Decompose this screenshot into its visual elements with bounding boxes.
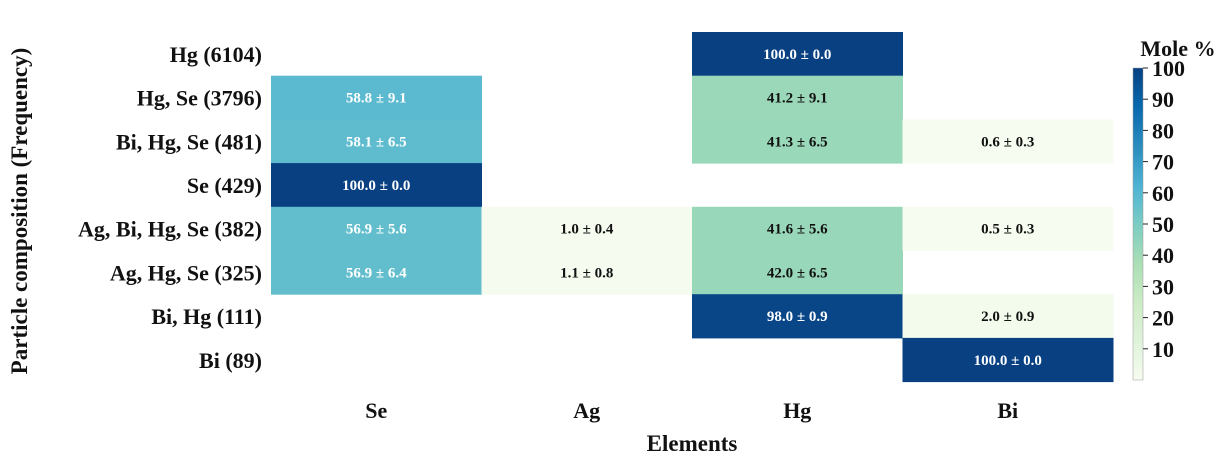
x-tick-label: Bi: [997, 398, 1018, 423]
colorbar-tick-label: 90: [1152, 87, 1174, 112]
heatmap-cell-label: 41.3 ± 6.5: [767, 134, 828, 150]
y-tick-label: Se (429): [187, 173, 262, 198]
heatmap-cell: [902, 206, 1114, 251]
heatmap-cell-label: 1.0 ± 0.4: [560, 222, 614, 238]
heatmap-cell-label: 100.0 ± 0.0: [763, 47, 831, 63]
heatmap-cell-label: 98.0 ± 0.9: [767, 309, 828, 325]
heatmap-cell: [692, 294, 903, 339]
x-axis-tick-labels: Se Ag Hg Bi: [365, 398, 1018, 423]
colorbar-tick-label: 10: [1152, 337, 1174, 362]
heatmap-cell: [692, 32, 903, 77]
colorbar-tick-label: 20: [1152, 306, 1174, 331]
heatmap-cell-label: 0.6 ± 0.3: [981, 134, 1034, 150]
heatmap-cell-label: 58.8 ± 9.1: [346, 91, 407, 107]
x-tick-label: Hg: [783, 398, 811, 423]
x-axis-title: Elements: [647, 431, 738, 456]
heatmap-cells: [271, 32, 1114, 383]
y-tick-label: Bi, Hg, Se (481): [116, 129, 262, 154]
heatmap-cell: [271, 119, 482, 164]
heatmap-cell-labels: 100.0 ± 0.0 58.8 ± 9.1 41.2 ± 9.1 58.1 ± 6.…: [342, 47, 1042, 369]
heatmap-cell-label: 58.1 ± 6.5: [346, 134, 407, 150]
x-tick-label: Ag: [573, 398, 600, 423]
heatmap-cell-label: 42.0 ± 6.5: [767, 265, 828, 281]
heatmap-cell: [692, 119, 903, 164]
heatmap-cell: [902, 294, 1114, 339]
y-tick-label: Ag, Hg, Se (325): [110, 260, 262, 285]
colorbar-tick-label: 60: [1152, 181, 1174, 206]
heatmap-cell-label: 41.6 ± 5.6: [767, 222, 828, 238]
heatmap-cell: [692, 75, 903, 120]
heatmap-cell: [692, 250, 903, 295]
colorbar-tick-label: 40: [1152, 243, 1174, 268]
heatmap-cell: [902, 337, 1114, 383]
heatmap-cell: [271, 75, 482, 120]
y-tick-label: Hg, Se (3796): [137, 86, 262, 111]
y-axis-title: Particle composition (Frequency): [7, 48, 32, 375]
heatmap-cell-label: 100.0 ± 0.0: [342, 178, 410, 194]
heatmap-cell: [271, 206, 482, 251]
heatmap-cell-label: 56.9 ± 5.6: [346, 222, 407, 238]
heatmap-cell: [271, 163, 482, 208]
y-tick-label: Hg (6104): [170, 42, 262, 67]
y-axis-tick-labels: Hg (6104) Hg, Se (3796) Bi, Hg, Se (481) Se…: [78, 42, 262, 373]
heatmap-cell-label: 0.5 ± 0.3: [981, 222, 1034, 238]
heatmap-cell: [481, 250, 693, 295]
y-tick-label: Bi, Hg (111): [151, 304, 262, 329]
heatmap-cell: [692, 206, 903, 251]
heatmap-cell-label: 100.0 ± 0.0: [974, 353, 1042, 369]
heatmap-cell-label: 41.2 ± 9.1: [767, 91, 828, 107]
colorbar-gradient: [1132, 67, 1144, 381]
heatmap-cell-label: 56.9 ± 6.4: [346, 265, 407, 281]
y-tick-label: Ag, Bi, Hg, Se (382): [78, 217, 262, 242]
colorbar-title: Mole %: [1140, 36, 1215, 61]
colorbar-ticks: 10 20 30 40 50 60 70 80 90 100: [1143, 56, 1185, 362]
colorbar-tick-label: 70: [1152, 150, 1174, 175]
heatmap-cell: [271, 250, 482, 295]
x-tick-label: Se: [365, 398, 387, 423]
heatmap-cell: [481, 206, 693, 251]
colorbar-tick-label: 100: [1152, 56, 1185, 81]
y-tick-label: Bi (89): [199, 348, 262, 373]
colorbar: Mole % 10 20 30 40 50 60 70 80 90 100: [1132, 36, 1216, 381]
heatmap-cell-label: 2.0 ± 0.9: [981, 309, 1034, 325]
heatmap-cell-label: 1.1 ± 0.8: [560, 265, 613, 281]
colorbar-tick-label: 50: [1152, 212, 1174, 237]
heatmap-cell: [902, 119, 1114, 164]
colorbar-tick-label: 30: [1152, 274, 1174, 299]
colorbar-tick-label: 80: [1152, 118, 1174, 143]
